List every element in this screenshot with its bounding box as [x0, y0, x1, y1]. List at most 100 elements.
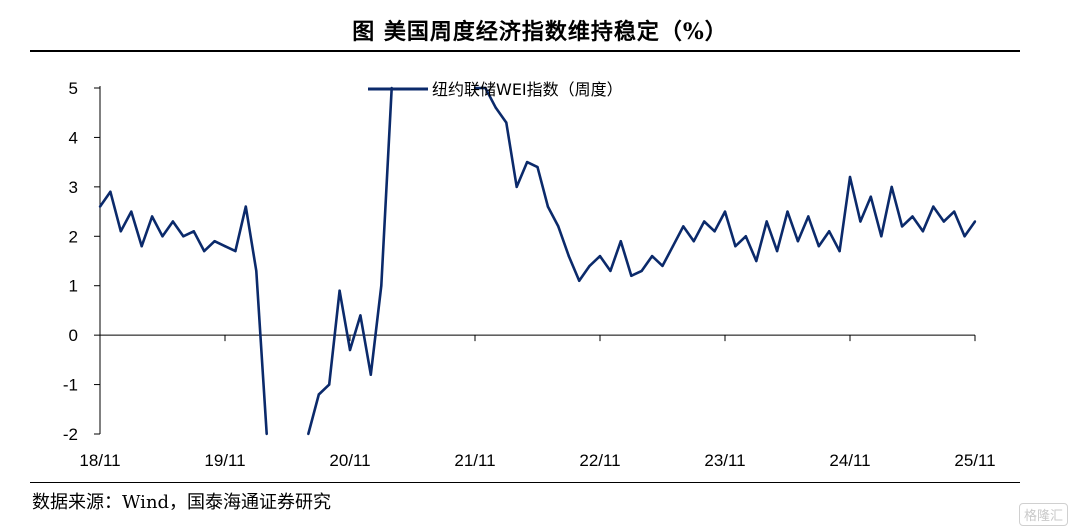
data-point: [473, 86, 477, 90]
watermark-logo: 格隆汇: [1018, 503, 1068, 526]
y-tick-label: 5: [69, 79, 78, 98]
data-point: [880, 235, 883, 238]
data-point: [348, 348, 352, 352]
chart-axes: [99, 86, 975, 434]
data-point: [744, 235, 747, 238]
data-point: [557, 225, 560, 228]
data-point: [234, 249, 237, 253]
data-point: [630, 274, 633, 277]
data-point: [848, 175, 852, 179]
x-tick-label: 25/11: [954, 451, 995, 470]
y-tick-label: 1: [69, 277, 78, 296]
data-point: [775, 249, 779, 253]
y-tick-label: 3: [69, 178, 78, 197]
data-point: [598, 254, 602, 258]
data-point: [640, 269, 643, 273]
data-point: [213, 240, 216, 243]
data-point: [140, 245, 143, 248]
data-point: [338, 289, 341, 292]
data-point: [525, 160, 529, 164]
data-point: [494, 106, 497, 110]
x-axis-ticks: 18/11 19/11 20/11 21/11 22/11 23/11 24/11 25/11: [79, 335, 996, 470]
source-separator: [30, 482, 1020, 483]
x-tick-label: 18/11: [79, 451, 120, 470]
data-point: [838, 249, 841, 253]
y-tick-label: 4: [69, 128, 78, 147]
legend-label: 纽约联储WEI指数（周度）: [432, 80, 623, 99]
data-point: [369, 373, 372, 376]
data-point: [359, 314, 362, 317]
y-axis-ticks: 5 4 3 2 1 0 -1 -2: [63, 79, 100, 444]
data-point: [307, 432, 310, 436]
x-tick-label: 23/11: [704, 451, 745, 470]
data-point: [328, 383, 331, 386]
data-point: [671, 245, 675, 248]
data-point: [265, 432, 268, 436]
data-point: [692, 240, 695, 243]
source-note: 数据来源：Wind，国泰海通证券研究: [32, 492, 332, 513]
data-point: [171, 220, 175, 223]
y-tick-label: -1: [63, 376, 78, 395]
data-point: [203, 249, 206, 253]
data-point: [682, 225, 685, 228]
data-point: [859, 220, 862, 223]
series-line-0: [98, 86, 977, 435]
data-point: [703, 220, 706, 223]
data-point: [650, 254, 654, 258]
data-point: [932, 205, 935, 208]
data-point: [109, 190, 112, 193]
data-point: [244, 205, 247, 208]
data-point: [255, 269, 258, 273]
data-point: [484, 86, 487, 90]
data-point: [796, 240, 800, 243]
data-point: [609, 269, 612, 273]
y-tick-label: 0: [69, 326, 78, 345]
data-point: [505, 121, 508, 124]
data-point: [900, 225, 904, 228]
data-point: [515, 185, 518, 189]
data-point: [828, 230, 831, 233]
data-point: [786, 210, 789, 213]
data-point: [713, 230, 716, 233]
title-underline: [30, 50, 1020, 52]
data-point: [119, 230, 123, 233]
x-tick-label: 21/11: [454, 451, 495, 470]
data-point: [869, 195, 872, 198]
data-point: [807, 215, 810, 218]
data-point: [890, 185, 893, 189]
x-tick-label: 22/11: [579, 451, 620, 470]
data-point: [536, 165, 539, 169]
data-point: [567, 254, 570, 258]
data-point: [973, 220, 977, 223]
data-point: [223, 245, 227, 248]
data-point: [942, 220, 945, 223]
y-tick-label: -2: [63, 425, 78, 444]
data-point: [953, 210, 956, 213]
data-point: [911, 215, 914, 218]
x-tick-label: 19/11: [204, 451, 245, 470]
data-point: [619, 240, 622, 243]
data-point: [734, 245, 737, 248]
data-point: [765, 220, 768, 223]
x-tick-label: 20/11: [329, 451, 370, 470]
data-point: [150, 215, 154, 218]
data-point: [317, 393, 320, 396]
data-point: [546, 205, 550, 208]
series-layer: [98, 86, 977, 436]
data-point: [588, 264, 591, 268]
legend: 纽约联储WEI指数（周度）: [368, 80, 623, 99]
data-point: [755, 259, 758, 263]
data-point: [817, 245, 820, 248]
data-point: [192, 230, 195, 233]
data-point: [661, 264, 664, 268]
data-point: [182, 235, 185, 238]
data-point: [130, 210, 133, 213]
data-point: [380, 284, 383, 287]
chart-title: 图 美国周度经济指数维持稳定（%）: [352, 19, 728, 45]
data-point: [161, 235, 164, 238]
x-tick-label: 24/11: [829, 451, 870, 470]
data-point: [963, 235, 966, 238]
y-tick-label: 2: [69, 227, 78, 246]
data-point: [98, 205, 102, 208]
